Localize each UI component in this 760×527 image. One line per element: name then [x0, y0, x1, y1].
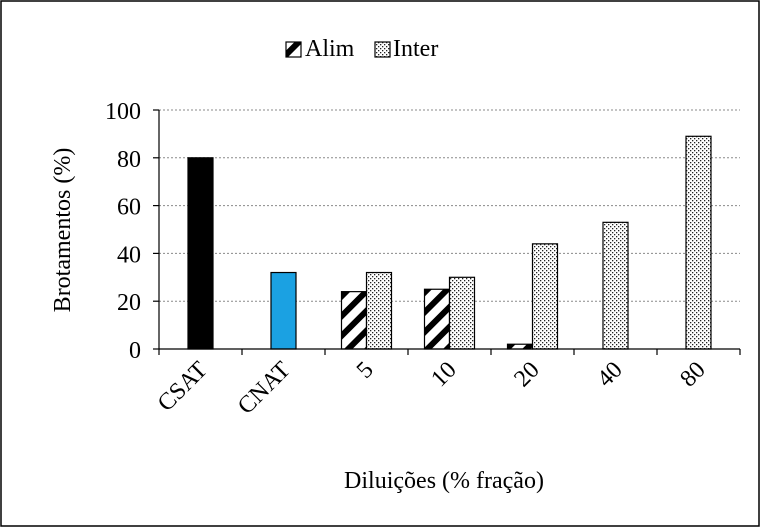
legend: Alim Inter — [285, 36, 438, 62]
bars — [187, 135, 712, 350]
legend-swatch-alim — [285, 41, 302, 58]
y-tick-label-60: 60 — [117, 195, 141, 221]
legend-label-alim: Alim — [305, 36, 355, 62]
bar-inter-40 — [602, 221, 629, 350]
bar-control-cnat — [270, 271, 297, 350]
bar-alim-20 — [506, 343, 534, 350]
bar-inter-20 — [531, 243, 559, 350]
axes — [153, 109, 741, 355]
bar-alim-5 — [340, 291, 368, 350]
y-tick-label-80: 80 — [117, 147, 141, 173]
bar-control-csat — [187, 157, 214, 350]
y-tick-label-40: 40 — [117, 242, 141, 268]
x-axis-label: Diluições (% fração) — [344, 468, 544, 494]
bar-inter-5 — [365, 271, 393, 350]
gridlines — [159, 109, 740, 302]
legend-swatch-inter — [374, 41, 391, 58]
bar-alim-10 — [423, 288, 451, 350]
y-tick-label-0: 0 — [129, 338, 141, 364]
legend-label-inter: Inter — [393, 36, 438, 62]
bar-inter-80 — [685, 135, 712, 350]
y-tick-label-20: 20 — [117, 290, 141, 316]
bar-inter-10 — [448, 276, 476, 350]
y-tick-label-100: 100 — [105, 99, 141, 125]
y-tick-labels: 0 20 40 60 80 100 — [105, 99, 141, 364]
y-axis-label: Brotamentos (%) — [50, 148, 76, 313]
